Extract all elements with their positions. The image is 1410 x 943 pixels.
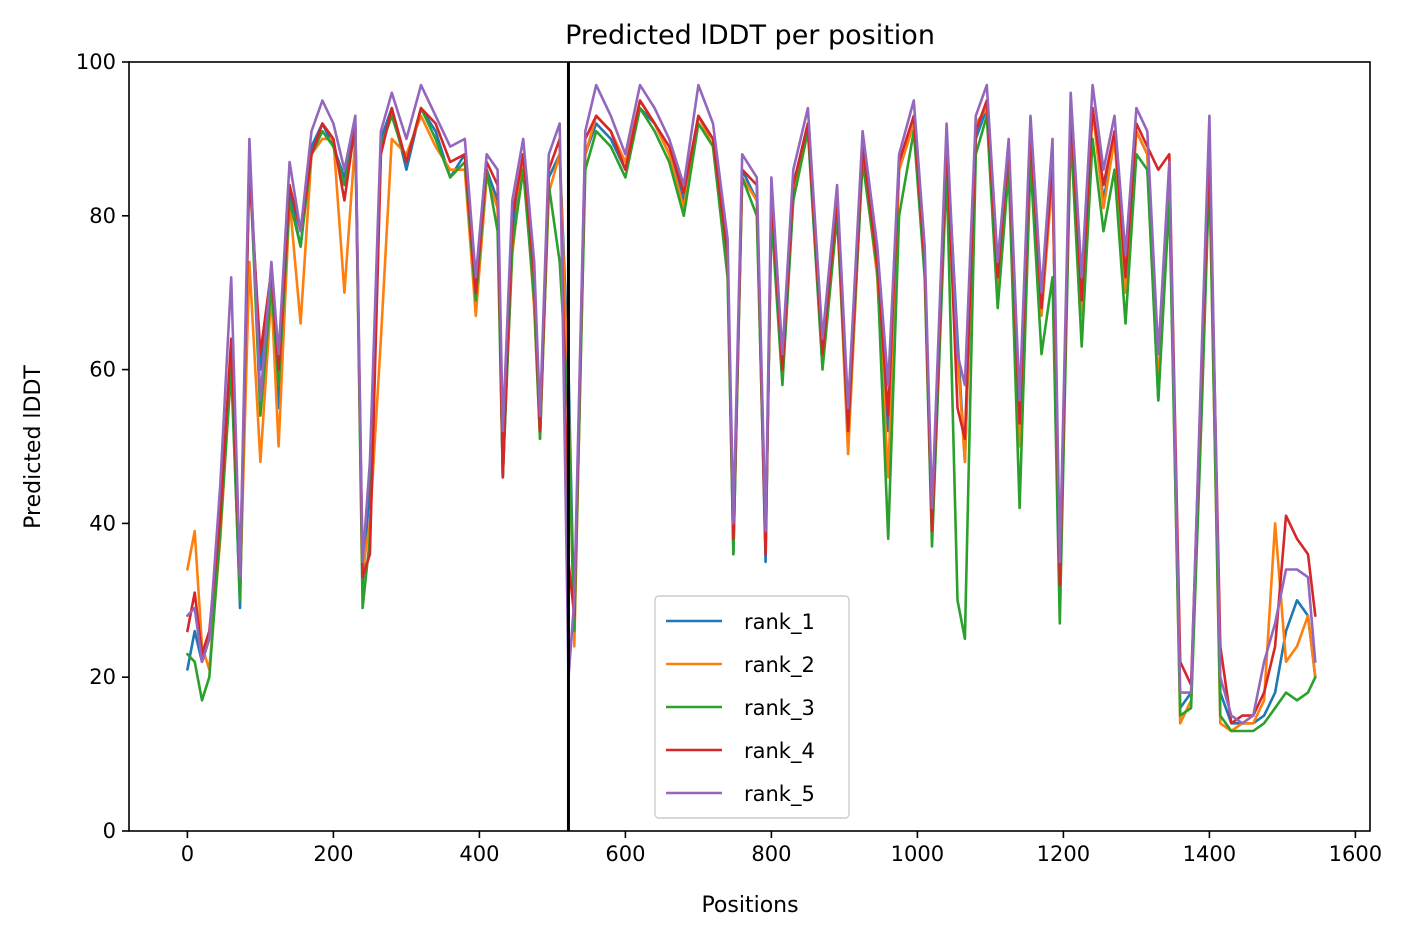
axes-frame [128,61,1371,832]
x-tick-label: 1600 [1329,842,1382,866]
chart-title: Predicted lDDT per position [565,20,935,51]
legend-label-rank_2: rank_2 [744,653,815,678]
x-tick-label: 1200 [1037,842,1090,866]
y-tick-label: 20 [89,665,116,689]
x-tick-label: 400 [459,842,499,866]
legend-label-rank_4: rank_4 [744,739,815,764]
y-tick-label: 0 [103,819,116,843]
legend-label-rank_3: rank_3 [744,696,815,721]
plot-area [186,62,1317,831]
x-tick-label: 0 [181,842,194,866]
y-tick-label: 100 [76,50,116,74]
legend-label-rank_5: rank_5 [744,782,815,807]
y-axis-title: Predicted lDDT [21,365,46,529]
y-tick-label: 60 [89,358,116,382]
y-tick-label: 80 [89,204,116,228]
x-tick-label: 200 [313,842,353,866]
axes: 0 200 400 600 800 1000 1200 1400 1600 0 20 40 60 80 10… [76,50,1382,866]
legend: rank_1 rank_2 rank_3 rank_4 rank_5 [654,595,850,819]
series-line-rank_5 [186,83,1317,725]
x-tick-label: 1000 [891,842,944,866]
x-tick-label: 600 [605,842,645,866]
legend-box [654,595,850,819]
x-axis-title: Positions [701,893,798,918]
x-tick-label: 1400 [1183,842,1236,866]
legend-label-rank_1: rank_1 [744,610,815,635]
y-tick-label: 40 [89,511,116,535]
x-tick-label: 800 [751,842,791,866]
